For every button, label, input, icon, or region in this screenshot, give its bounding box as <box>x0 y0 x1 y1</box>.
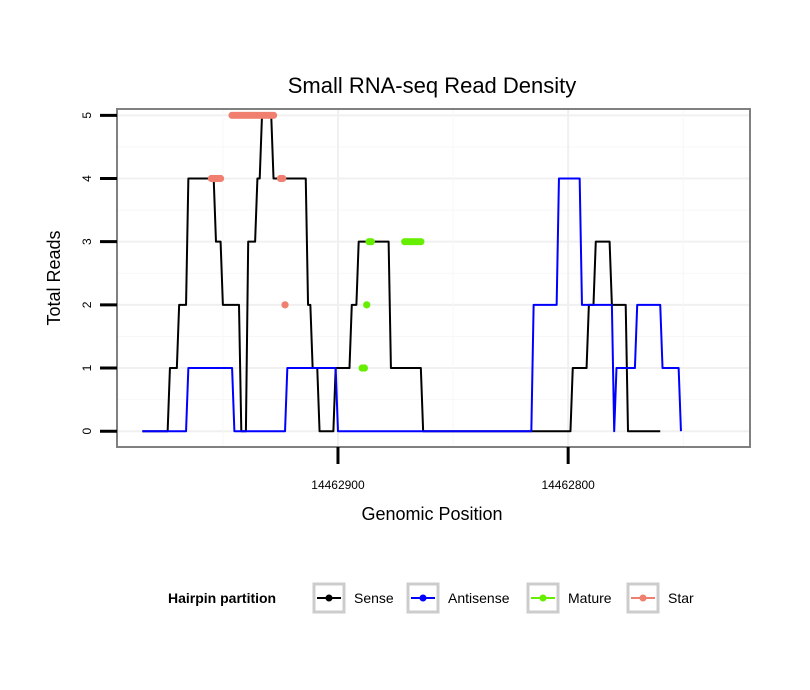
legend-item-antisense: Antisense <box>406 582 510 614</box>
legend-key-point <box>419 594 427 602</box>
x-tick-label: 14462800 <box>541 478 595 492</box>
plot-area <box>116 108 751 448</box>
data-point-mature <box>360 364 369 372</box>
series-layer <box>142 111 682 433</box>
legend-item-star: Star <box>626 582 694 614</box>
plot-border <box>116 108 751 448</box>
legend-key-point <box>539 594 547 602</box>
chart-title: Small RNA-seq Read Density <box>288 73 577 98</box>
y-tick-label: 2 <box>80 301 94 308</box>
legend-item-mature: Mature <box>526 582 612 614</box>
x-tick-label: 14462900 <box>311 478 365 492</box>
legend-key-point <box>325 594 333 602</box>
y-tick-label: 5 <box>80 112 94 119</box>
data-point-star <box>269 111 278 119</box>
x-axis-title: Genomic Position <box>361 504 502 524</box>
plot-background <box>117 109 750 447</box>
data-point-mature <box>367 238 375 246</box>
legend-items: Sense Antisense Mature Star <box>312 582 694 614</box>
legend-label: Mature <box>568 590 612 606</box>
y-tick-label: 0 <box>80 428 94 435</box>
y-tick-label: 1 <box>80 364 94 371</box>
data-point-star <box>281 301 289 309</box>
legend-item-sense: Sense <box>312 582 394 614</box>
y-axis: 0 1 2 3 4 5 <box>80 112 117 435</box>
x-axis: 14462900 14462800 <box>311 447 595 492</box>
legend-label: Star <box>668 590 694 606</box>
legend-label: Sense <box>354 590 394 606</box>
y-tick-label: 3 <box>80 238 94 245</box>
y-axis-title: Total Reads <box>44 230 64 325</box>
data-point-mature <box>363 301 371 309</box>
data-point-mature <box>417 238 425 246</box>
y-tick-label: 4 <box>80 175 94 182</box>
series-line-antisense <box>142 177 682 433</box>
legend-key-point <box>639 594 647 602</box>
legend-title: Hairpin partition <box>168 590 276 606</box>
data-point-star <box>279 174 287 183</box>
legend-label: Antisense <box>448 590 510 606</box>
data-point-star <box>216 174 225 183</box>
legend: Hairpin partition Sense Antisense Mature St… <box>168 582 694 614</box>
